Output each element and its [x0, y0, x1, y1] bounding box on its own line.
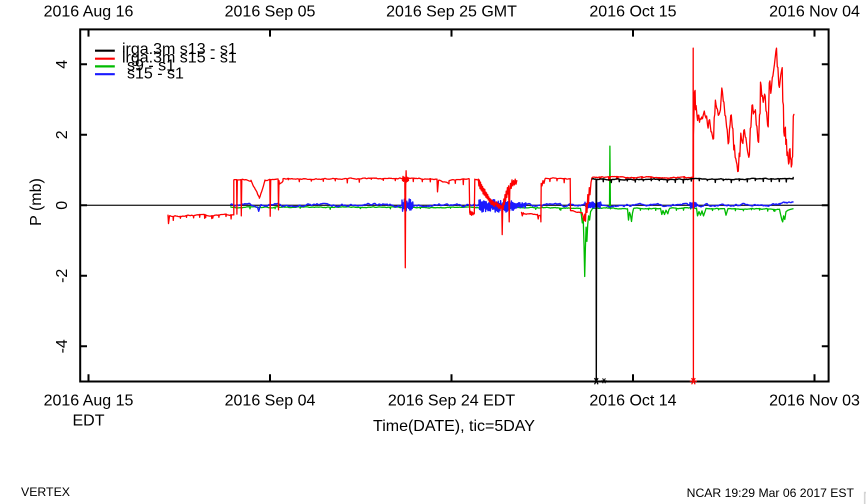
- svg-text:irga.3m s13 - s1: irga.3m s13 - s1: [122, 41, 237, 58]
- svg-text:2016 Nov 03: 2016 Nov 03: [769, 393, 860, 410]
- svg-text:2016 Sep 05: 2016 Sep 05: [225, 4, 316, 21]
- svg-text:P (mb): P (mb): [28, 178, 45, 226]
- svg-text:-4: -4: [54, 339, 71, 353]
- svg-text:VERTEX: VERTEX: [21, 485, 70, 499]
- svg-text:2016 Nov 04: 2016 Nov 04: [769, 4, 860, 21]
- svg-text:s9 - s1: s9 - s1: [127, 57, 175, 74]
- svg-text:2016 Oct 15: 2016 Oct 15: [589, 4, 676, 21]
- svg-text:2016 Aug 16: 2016 Aug 16: [44, 4, 134, 21]
- svg-text:s15 - s1: s15 - s1: [127, 66, 184, 83]
- svg-text:-2: -2: [54, 269, 71, 283]
- svg-text:EDT: EDT: [73, 413, 105, 430]
- svg-text:0: 0: [54, 201, 71, 210]
- svg-text:2016 Aug 15: 2016 Aug 15: [44, 393, 134, 410]
- svg-text:2016 Sep 24 EDT: 2016 Sep 24 EDT: [388, 393, 515, 410]
- svg-text:4: 4: [54, 60, 71, 69]
- svg-text:irga.3m s15 - s1: irga.3m s15 - s1: [122, 49, 237, 66]
- svg-text:NCAR 19:29 Mar 06 2017 EST: NCAR 19:29 Mar 06 2017 EST: [687, 486, 855, 500]
- svg-text:2016 Sep 04: 2016 Sep 04: [225, 393, 316, 410]
- svg-text:2: 2: [54, 130, 71, 139]
- svg-text:2016 Sep 25 GMT: 2016 Sep 25 GMT: [386, 4, 517, 21]
- svg-text:2016 Oct 14: 2016 Oct 14: [589, 393, 676, 410]
- svg-text:Time(DATE), tic=5DAY: Time(DATE), tic=5DAY: [373, 418, 535, 435]
